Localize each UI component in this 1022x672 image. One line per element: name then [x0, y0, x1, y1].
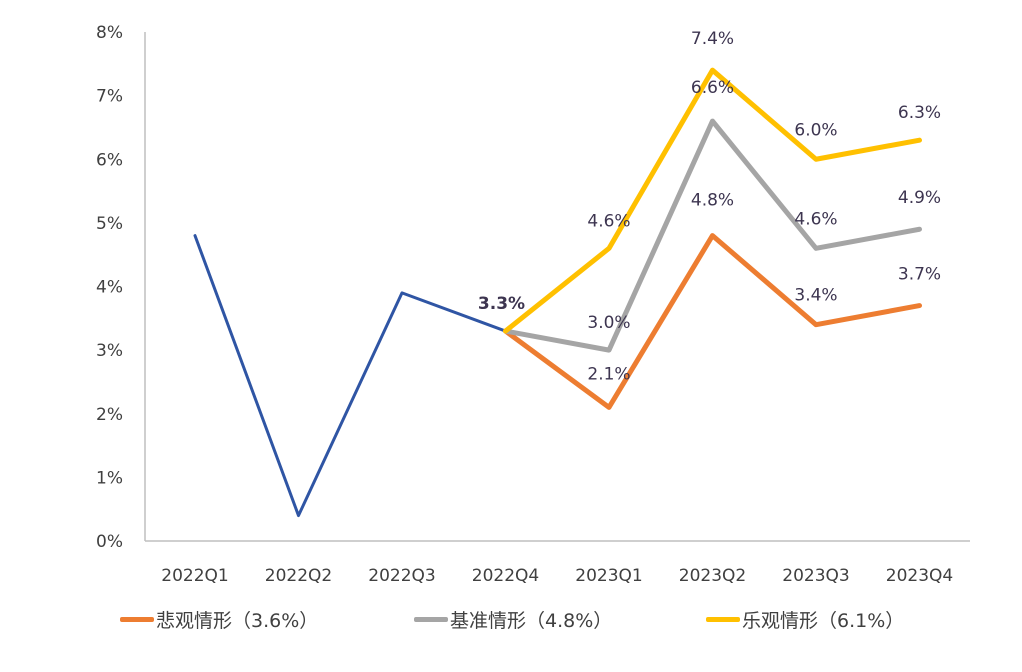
legend: 悲观情形（3.6%） 基准情形（4.8%） 乐观情形（6.1%） [0, 606, 1022, 636]
x-tick-label: 2023Q1 [575, 566, 642, 586]
legend-item-optimistic: 乐观情形（6.1%） [706, 606, 904, 633]
data-label-optimistic: 7.4% [691, 29, 734, 49]
legend-item-baseline: 基准情形（4.8%） [414, 606, 612, 633]
y-tick-label: 4% [96, 278, 123, 298]
series-line-pessimistic [503, 233, 922, 410]
y-tick-label: 5% [96, 214, 123, 234]
legend-label-baseline: 基准情形（4.8%） [450, 610, 613, 632]
data-label-baseline: 4.6% [794, 209, 837, 229]
legend-label-pessimistic: 悲观情形（3.6%） [156, 610, 319, 632]
y-tick-label: 2% [96, 405, 123, 425]
y-tick-label: 8% [96, 23, 123, 43]
data-label-pessimistic: 3.4% [794, 286, 837, 306]
x-tick-label: 2022Q1 [161, 566, 228, 586]
data-label-pessimistic: 3.7% [898, 265, 941, 285]
data-label-baseline: 3.0% [587, 313, 630, 333]
y-tick-label: 6% [96, 150, 123, 170]
data-label-baseline: 6.6% [691, 78, 734, 98]
data-label-baseline: 4.9% [898, 188, 941, 208]
data-label-optimistic: 6.3% [898, 103, 941, 123]
data-label-pessimistic: 4.8% [691, 191, 734, 211]
x-tick-label: 2023Q3 [782, 566, 849, 586]
legend-label-optimistic: 乐观情形（6.1%） [742, 610, 905, 632]
x-tick-label: 2023Q2 [679, 566, 746, 586]
data-label-baseline: 3.3% [478, 294, 525, 314]
x-tick-label: 2022Q4 [472, 566, 539, 586]
data-label-optimistic: 6.0% [794, 120, 837, 140]
line-chart: 0% 1% 2% 3% 4% 5% 6% 7% 8% 2022Q1 2022Q2 2022Q3 2022… [96, 23, 970, 586]
y-tick-label: 0% [96, 532, 123, 552]
series-line-actual [193, 234, 507, 518]
legend-swatch-pessimistic [120, 617, 154, 622]
x-tick-label: 2023Q4 [886, 566, 953, 586]
legend-swatch-optimistic [706, 617, 740, 622]
data-label-optimistic: 4.6% [587, 211, 630, 231]
y-tick-label: 3% [96, 341, 123, 361]
series-line-optimistic [503, 67, 922, 334]
legend-swatch-baseline [414, 617, 448, 622]
data-label-pessimistic: 2.1% [587, 364, 630, 384]
x-tick-label: 2022Q3 [368, 566, 435, 586]
y-tick-label: 1% [96, 468, 123, 488]
x-tick-label: 2022Q2 [265, 566, 332, 586]
legend-item-pessimistic: 悲观情形（3.6%） [120, 606, 318, 633]
y-tick-label: 7% [96, 87, 123, 107]
series-line-baseline [503, 118, 922, 353]
